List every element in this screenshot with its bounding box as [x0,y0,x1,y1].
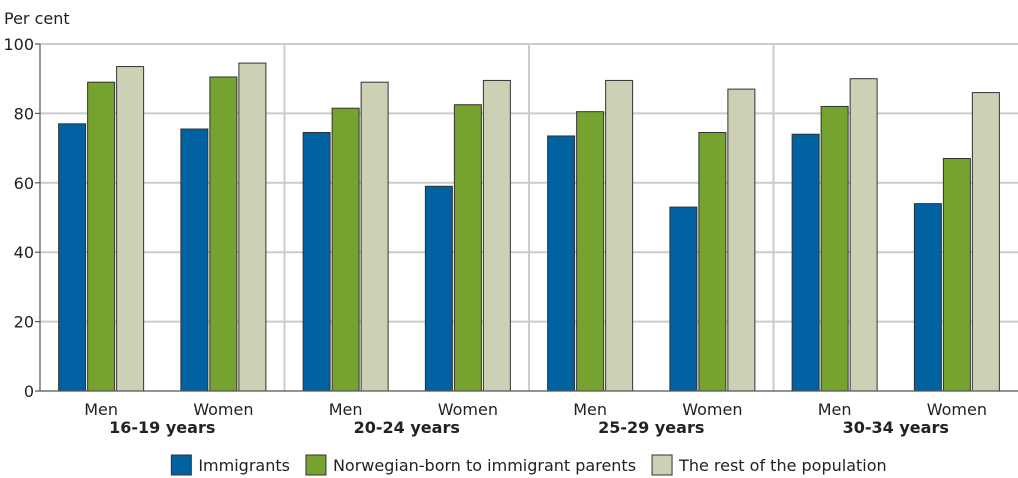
bar [698,131,727,392]
group-label: 25-29 years [598,418,704,437]
legend-swatch [305,454,327,476]
x-tick-label: Men [573,400,607,419]
bar [482,79,511,392]
group-label: 30-34 years [843,418,949,437]
axes [35,43,1018,392]
y-tick-label: 20 [14,313,34,332]
y-tick-label: 60 [14,174,34,193]
legend: Immigrants Norwegian-born to immigrant pa… [170,454,887,476]
bar [424,185,453,392]
bars [58,62,1000,392]
x-tick-label: Women [438,400,498,419]
bar [360,81,389,392]
y-tick-labels: 0 20 40 60 80 100 [3,35,34,401]
y-tick-label: 100 [3,35,34,54]
y-tick-label: 40 [14,243,34,262]
bar [942,158,971,392]
legend-label: Immigrants [198,456,290,475]
y-axis-label: Per cent [4,9,70,28]
bar [180,128,209,392]
bar [238,62,267,392]
bar [116,66,145,392]
bar [209,76,238,392]
bar [669,206,698,392]
legend-swatch [170,454,192,476]
bar [87,81,116,392]
bar [331,107,360,392]
group-label: 16-19 years [109,418,215,437]
legend-label: Norwegian-born to immigrant parents [333,456,636,475]
bar [576,111,605,392]
group-separators [283,44,775,391]
x-tick-label: Women [682,400,742,419]
bar [605,79,634,392]
x-tick-label: Men [84,400,118,419]
y-tick-label: 80 [14,104,34,123]
y-tick-label: 0 [24,382,34,401]
bar [913,203,942,392]
bar [727,88,756,392]
group-label: 20-24 years [354,418,460,437]
x-tick-label: Men [329,400,363,419]
bar [820,105,849,392]
bar [849,78,878,392]
bar [453,104,482,392]
bar [547,135,576,392]
x-tick-label: Women [193,400,253,419]
bar [971,92,1000,392]
x-tick-label: Women [927,400,987,419]
bar [302,131,331,392]
legend-label: The rest of the population [678,456,887,475]
bar [58,123,87,392]
x-tick-label: Men [818,400,852,419]
legend-swatch [651,454,673,476]
bar [791,133,820,392]
